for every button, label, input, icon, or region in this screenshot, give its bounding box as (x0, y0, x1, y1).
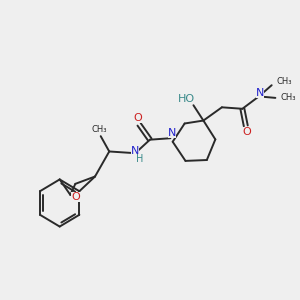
Text: N: N (131, 146, 139, 157)
Text: O: O (71, 192, 80, 202)
Text: H: H (136, 154, 144, 164)
Text: CH₃: CH₃ (277, 77, 292, 86)
Text: CH₃: CH₃ (280, 93, 296, 102)
Text: N: N (168, 128, 176, 138)
Text: HO: HO (178, 94, 195, 104)
Text: O: O (243, 127, 252, 137)
Text: N: N (256, 88, 265, 98)
Text: CH₃: CH₃ (92, 125, 107, 134)
Text: O: O (133, 113, 142, 123)
